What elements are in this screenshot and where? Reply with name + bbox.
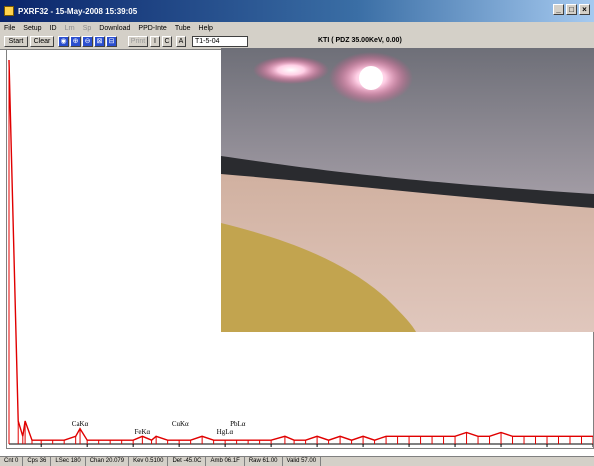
peak-label: FeKα [134,428,150,436]
zoom-reset-icon[interactable]: ◉ [58,36,69,47]
menu-sp[interactable]: Sp [82,24,92,32]
a-button[interactable]: A [176,36,186,47]
spectrum-line [8,59,593,442]
menu-bar: File Setup ID Lrn Sp Download PPD-Inte T… [0,22,594,34]
fit-view-icon[interactable]: ⊠ [94,36,105,47]
window-controls: _ □ × [553,4,590,15]
minimize-icon[interactable]: _ [553,4,564,15]
zoom-in-icon[interactable]: ⊕ [70,36,81,47]
print-button[interactable]: Print [128,36,148,47]
menu-help[interactable]: Help [198,24,213,32]
sample-camera-image [221,48,594,332]
toolbar: Start Clear ◉ ⊕ ⊖ ⊠ ⊟ Print I C A T1-5-0… [0,34,594,50]
sample-id-field[interactable]: T1-5-04 [192,36,248,47]
status-detector: Det -45.0C [168,457,207,466]
menu-file[interactable]: File [4,24,16,32]
microscope-camera-icon [221,48,594,332]
spectrum-series [8,59,593,444]
menu-id[interactable]: ID [49,24,57,32]
peak-label: HgLα [217,428,234,436]
clear-button[interactable]: Clear [30,36,54,47]
peak-label: CuKα [172,420,189,428]
status-lsec: LSec 180 [51,457,86,466]
status-raw: Raw 61.00 [245,457,283,466]
zoom-out-icon[interactable]: ⊖ [82,36,93,47]
menu-setup[interactable]: Setup [23,24,42,32]
menu-download[interactable]: Download [99,24,131,32]
menu-tube[interactable]: Tube [174,24,191,32]
peak-label: PbLα [230,420,246,428]
maximize-icon[interactable]: □ [566,4,577,15]
c-button[interactable]: C [162,36,172,47]
window-titlebar: PXRF32 - 15-May-2008 15:39:05 _ □ × [0,0,594,22]
i-button[interactable]: I [150,36,160,47]
x-axis: 2.004.006.008.0010.0012.0014.0016.0018.0… [9,443,593,447]
status-cps: Cps 36 [23,457,52,466]
status-kev: Kev 0.5100 [129,457,169,466]
window-title: PXRF32 - 15-May-2008 15:39:05 [18,6,138,16]
status-channel: Chan 20.079 [86,457,130,466]
spectrum-status-text: KTI ( PDZ 35.00KeV, 0.00) [318,37,402,44]
status-valid: Valid 57.00 [283,457,322,466]
status-ambient: Amb 06.1F [206,457,245,466]
peak-label: CaKα [72,420,89,428]
app-icon [4,6,14,16]
close-icon[interactable]: × [579,4,590,15]
status-bar: Cnt 0 Cps 36 LSec 180 Chan 20.079 Kev 0.… [0,456,594,466]
menu-lrn[interactable]: Lrn [64,24,75,32]
menu-ppd-inte[interactable]: PPD-Inte [138,24,167,32]
start-button[interactable]: Start [4,36,28,47]
spectrum-chart: 2.004.006.008.0010.0012.0014.0016.0018.0… [8,59,593,447]
scale-icon[interactable]: ⊟ [106,36,117,47]
status-count: Cnt 0 [0,457,24,466]
